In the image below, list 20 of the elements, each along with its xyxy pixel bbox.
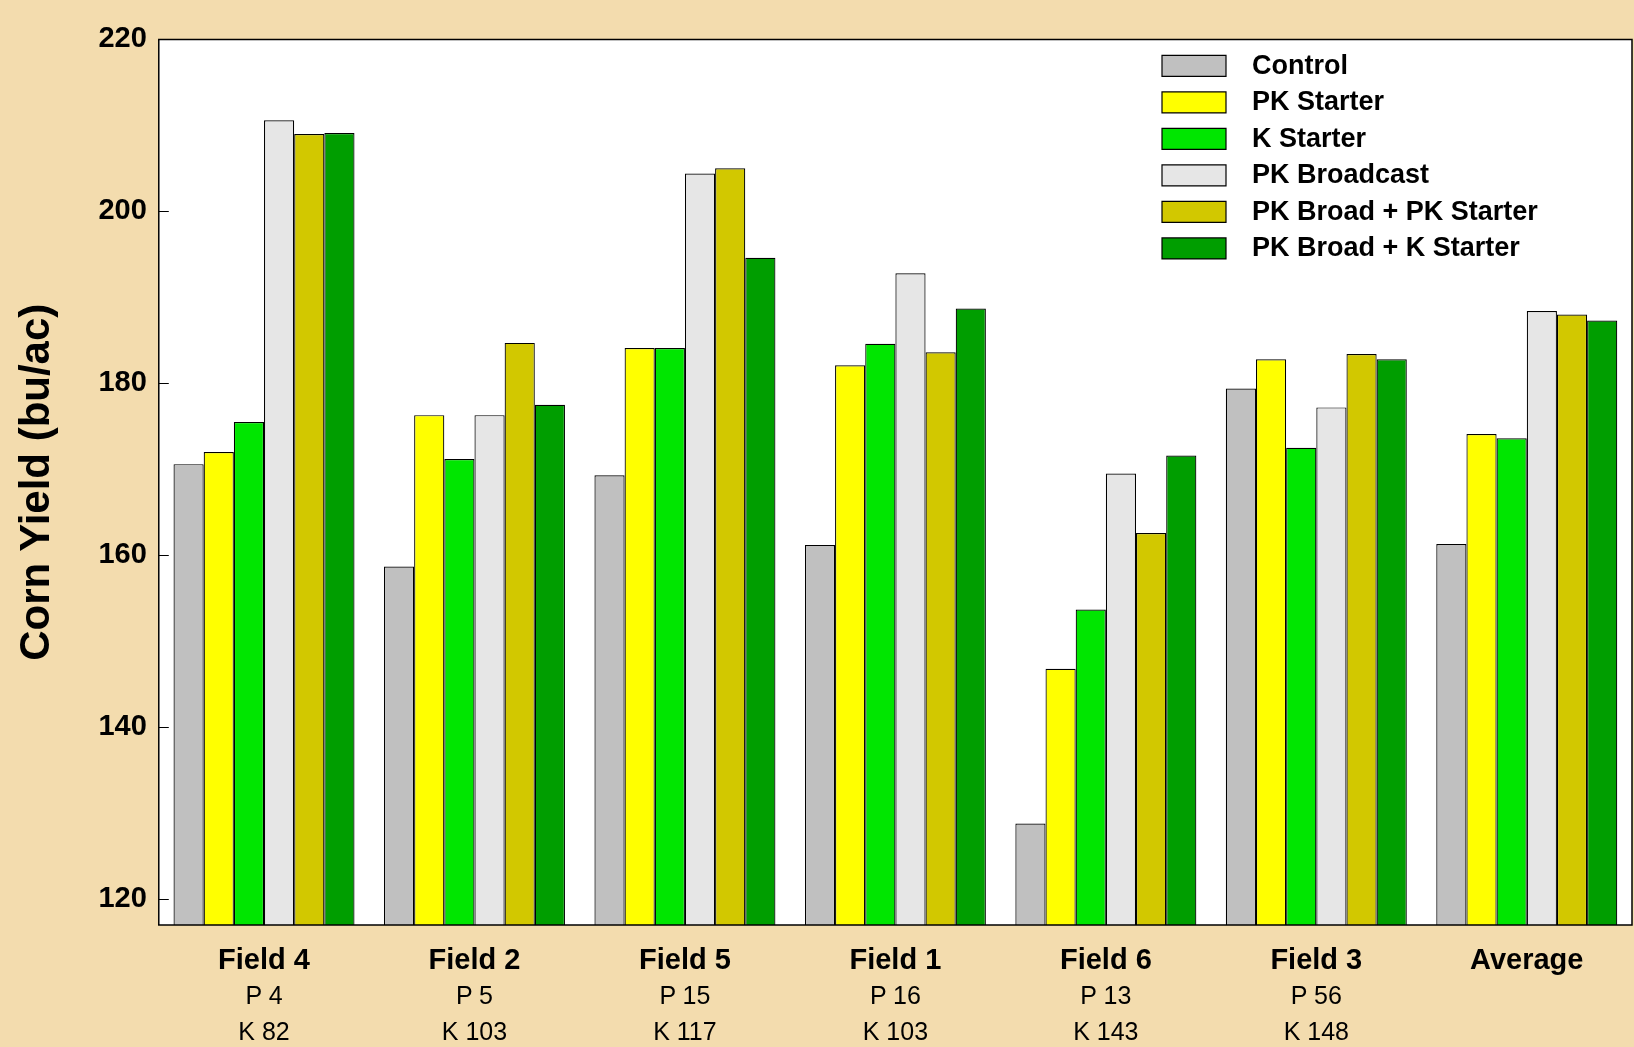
legend-label: PK Broadcast bbox=[1252, 159, 1430, 190]
legend-label: PK Starter bbox=[1252, 86, 1385, 117]
x-tick-label: Field 3 P 56 K 148 bbox=[1270, 943, 1363, 1045]
x-tick-label: Field 1 P 16 K 103 bbox=[849, 943, 942, 1045]
y-tick-label: 200 bbox=[98, 193, 147, 226]
y-tick-label: 140 bbox=[98, 709, 147, 742]
x-tick-label: Field 6 P 13 K 143 bbox=[1059, 943, 1152, 1045]
x-tick-label: Field 2 P 5 K 103 bbox=[428, 943, 521, 1045]
y-tick-label: 180 bbox=[98, 365, 147, 398]
x-tick-label: Field 5 P 15 K 117 bbox=[639, 943, 731, 1045]
legend-label: PK Broad + K Starter bbox=[1252, 232, 1521, 263]
legend-label: PK Broad + PK Starter bbox=[1252, 195, 1539, 226]
x-tick-label: Average bbox=[1470, 943, 1584, 975]
x-tick-label: Field 4 P 4 K 82 bbox=[218, 943, 310, 1045]
y-tick-label: 220 bbox=[98, 21, 147, 54]
legend-label: K Starter bbox=[1252, 122, 1367, 153]
y-axis-title: Corn Yield (bu/ac) bbox=[10, 303, 58, 661]
y-tick-label: 160 bbox=[98, 537, 147, 570]
y-tick-label: 120 bbox=[98, 881, 147, 914]
legend-label: Control bbox=[1252, 49, 1348, 80]
